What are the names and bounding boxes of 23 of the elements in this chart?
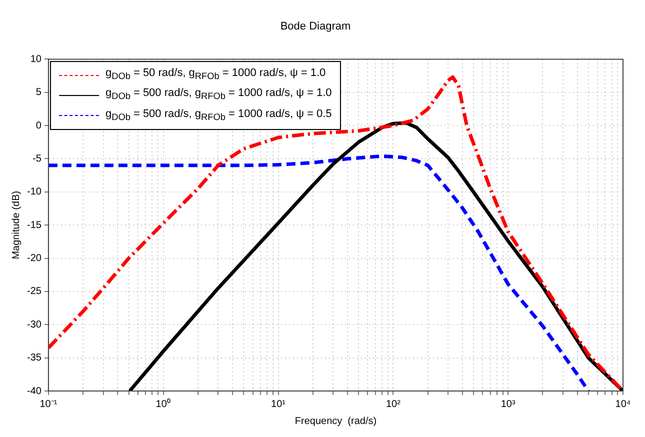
x-tick-label: 10³: [500, 398, 516, 410]
y-tick-label: -15: [27, 220, 42, 231]
x-axis-title: Frequency (rad/s): [294, 416, 377, 427]
legend-label: g$_{DOb}$ = 500 rad/s, g$_{RFOb}$ = 1000 rad/s, ψ = 1.0: [105, 86, 332, 104]
y-tick-label: -10: [27, 186, 42, 198]
y-tick-label: -20: [27, 253, 42, 264]
y-tick-label: -40: [27, 386, 42, 397]
y-tick-label: -35: [27, 352, 42, 364]
x-tick-label: 10¹: [271, 398, 286, 410]
y-tick-label: -5: [32, 153, 42, 164]
y-tick-label: 0: [36, 120, 42, 132]
legend-label: g$_{DOb}$ = 50 rad/s, g$_{RFOb}$ = 1000 rad/s, ψ = 1.0: [105, 66, 326, 84]
x-tick-label: 10⁴: [615, 398, 631, 410]
x-tick-label: 10⁰: [156, 398, 171, 410]
legend-label: g$_{DOb}$ = 500 rad/s, g$_{RFOb}$ = 1000 rad/s, ψ = 0.5: [105, 106, 332, 124]
x-tick-label: 10⁻¹: [40, 398, 58, 410]
y-axis-title: Magnitude (dB): [10, 190, 22, 260]
y-tick-label: -25: [27, 286, 42, 298]
y-tick-label: 10: [30, 54, 42, 65]
chart-title: Bode Diagram: [280, 20, 351, 33]
y-tick-label: 5: [36, 87, 42, 98]
x-tick-label: 10²: [386, 398, 402, 410]
y-tick-label: -30: [27, 319, 42, 330]
